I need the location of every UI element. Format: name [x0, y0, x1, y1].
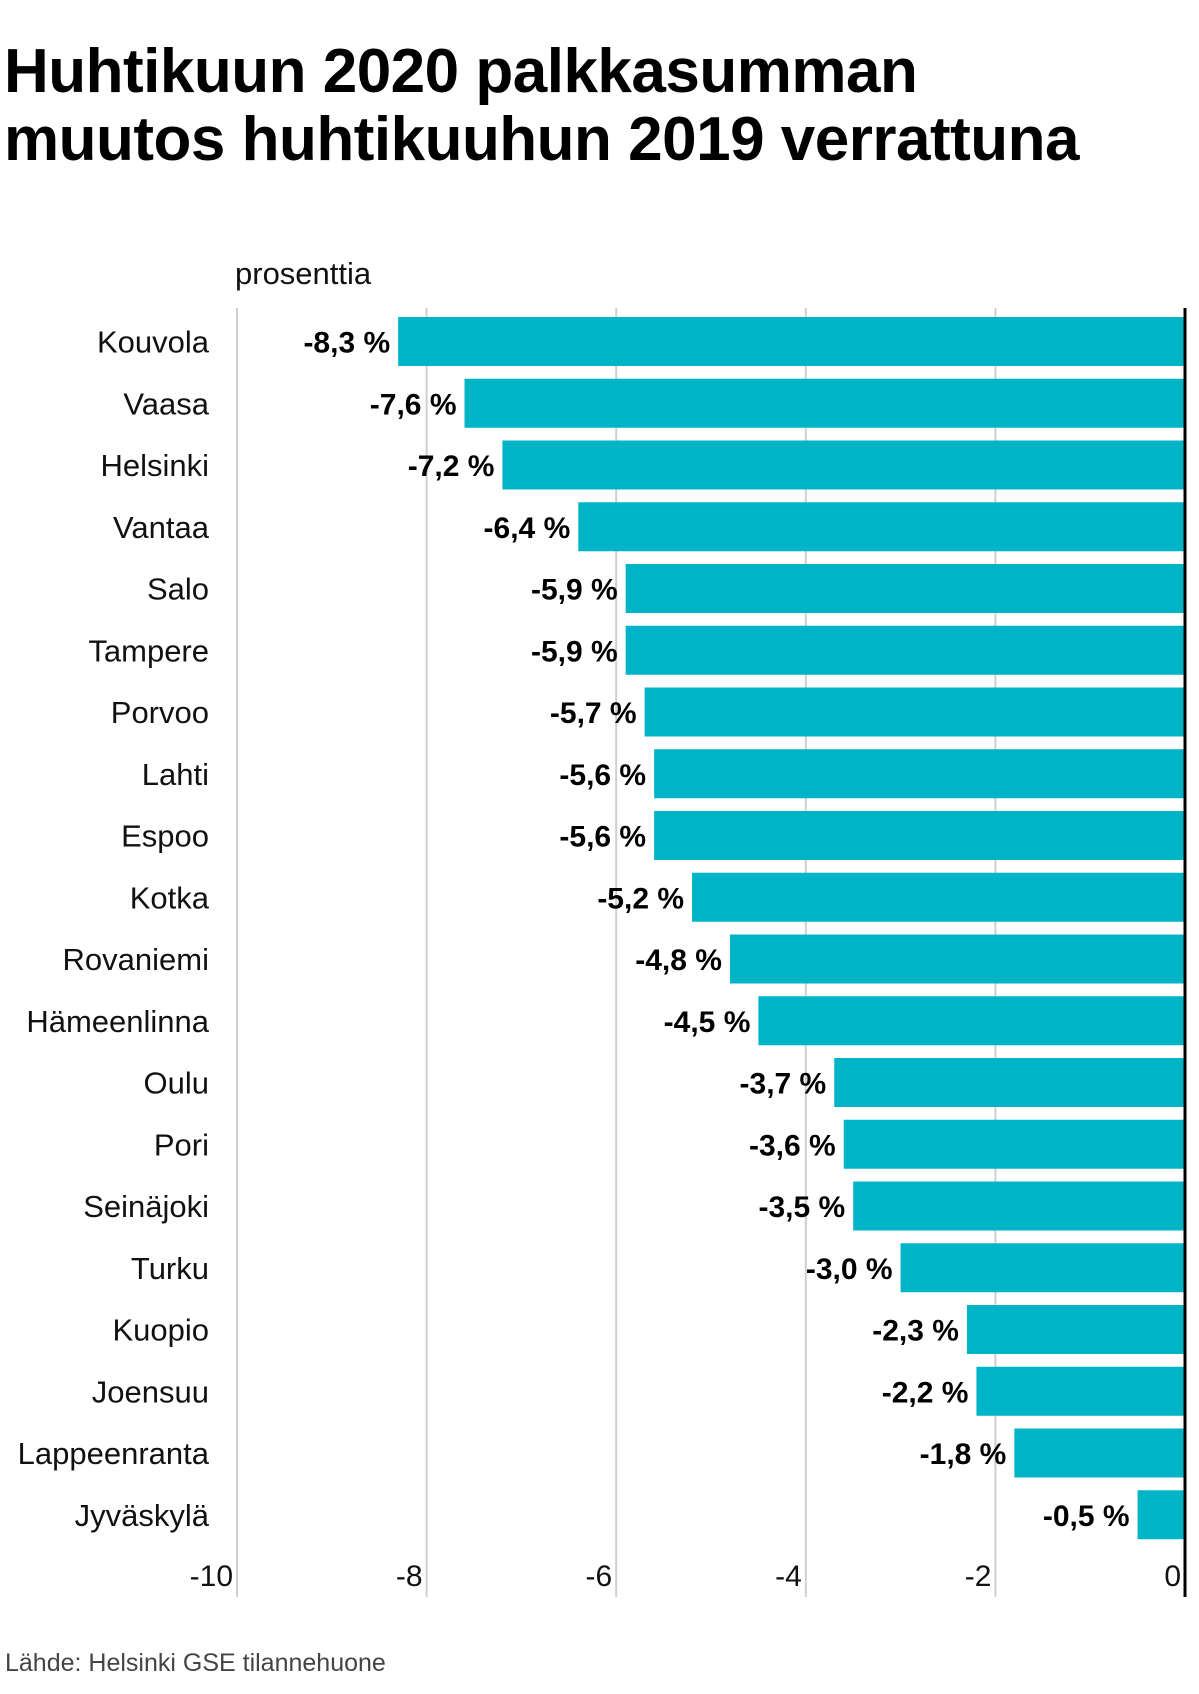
value-label: -4,8 %: [635, 944, 722, 977]
value-label: -6,4 %: [484, 512, 571, 545]
value-label: -3,0 %: [806, 1253, 893, 1286]
bars: [398, 308, 1187, 1597]
bar: [1014, 1428, 1185, 1478]
x-tick-label: -2: [965, 1560, 992, 1593]
value-label: -5,2 %: [597, 882, 684, 915]
source-note: Lähde: Helsinki GSE tilannehuone: [5, 1649, 386, 1677]
value-label: -7,6 %: [370, 388, 457, 421]
value-label: -3,6 %: [749, 1129, 836, 1162]
value-label: -7,2 %: [408, 450, 495, 483]
category-label: Helsinki: [100, 448, 209, 483]
value-label: -2,3 %: [872, 1315, 959, 1348]
bar: [502, 440, 1185, 490]
category-label: Pori: [154, 1127, 209, 1162]
value-label: -4,5 %: [664, 1006, 751, 1039]
category-label: Lahti: [142, 757, 209, 792]
bar: [464, 378, 1185, 428]
x-axis-label: prosenttia: [235, 256, 372, 291]
value-label: -3,5 %: [758, 1191, 845, 1224]
value-label: -1,8 %: [920, 1438, 1007, 1471]
value-label: -5,9 %: [531, 574, 618, 607]
bar: [758, 996, 1185, 1046]
value-label: -2,2 %: [882, 1376, 969, 1409]
category-label: Joensuu: [92, 1374, 209, 1409]
x-tick-label: -4: [775, 1560, 802, 1593]
bar: [692, 872, 1185, 922]
bar: [644, 687, 1185, 737]
bar: [843, 1119, 1185, 1169]
x-tick-label: -8: [396, 1560, 423, 1593]
category-label: Lappeenranta: [18, 1436, 210, 1471]
category-label: Kouvola: [97, 325, 210, 360]
bar: [654, 749, 1185, 799]
category-label: Kotka: [130, 880, 210, 915]
bar: [834, 1058, 1185, 1107]
x-tick-label: -6: [586, 1560, 613, 1593]
category-label: Vantaa: [113, 510, 210, 545]
category-label: Oulu: [144, 1066, 209, 1101]
title-line-1: Huhtikuun 2020 palkkasumman: [4, 37, 918, 106]
value-label: -0,5 %: [1043, 1500, 1130, 1533]
chart-title: Huhtikuun 2020 palkkasumman muutos huhti…: [4, 38, 1194, 174]
category-label: Turku: [131, 1251, 209, 1286]
value-label: -5,7 %: [550, 697, 637, 730]
category-label: Salo: [147, 572, 209, 607]
value-label: -5,6 %: [559, 821, 646, 854]
bar: [578, 502, 1185, 552]
title-line-2: muutos huhtikuuhun 2019 verrattuna: [4, 105, 1080, 174]
bar: [625, 564, 1185, 613]
category-label: Tampere: [88, 633, 209, 668]
category-label: Rovaniemi: [63, 942, 209, 977]
category-label: Jyväskylä: [75, 1498, 210, 1533]
x-tick-label: -10: [190, 1560, 233, 1593]
bar: [1137, 1490, 1185, 1540]
category-label: Kuopio: [112, 1313, 209, 1348]
category-label: Vaasa: [123, 386, 209, 421]
bar: [966, 1305, 1185, 1354]
bar: [654, 811, 1185, 860]
category-label: Seinäjoki: [83, 1189, 209, 1224]
category-label: Hämeenlinna: [26, 1004, 209, 1039]
bar: [625, 625, 1185, 675]
value-label: -3,7 %: [740, 1068, 827, 1101]
bar: [729, 934, 1185, 984]
bar: [853, 1181, 1185, 1231]
value-label: -5,9 %: [531, 635, 618, 668]
category-label: Porvoo: [111, 695, 209, 730]
x-tick-label: 0: [1164, 1560, 1181, 1593]
bar: [398, 317, 1185, 366]
bar: [900, 1243, 1185, 1293]
bar: [976, 1366, 1185, 1416]
value-label: -8,3 %: [303, 327, 390, 360]
value-label: -5,6 %: [559, 759, 646, 792]
category-label: Espoo: [121, 819, 209, 854]
labels: prosenttia -10 -8 -6 -4 -2 0 Kouvola -8,3 % Vaasa…: [18, 256, 1181, 1593]
